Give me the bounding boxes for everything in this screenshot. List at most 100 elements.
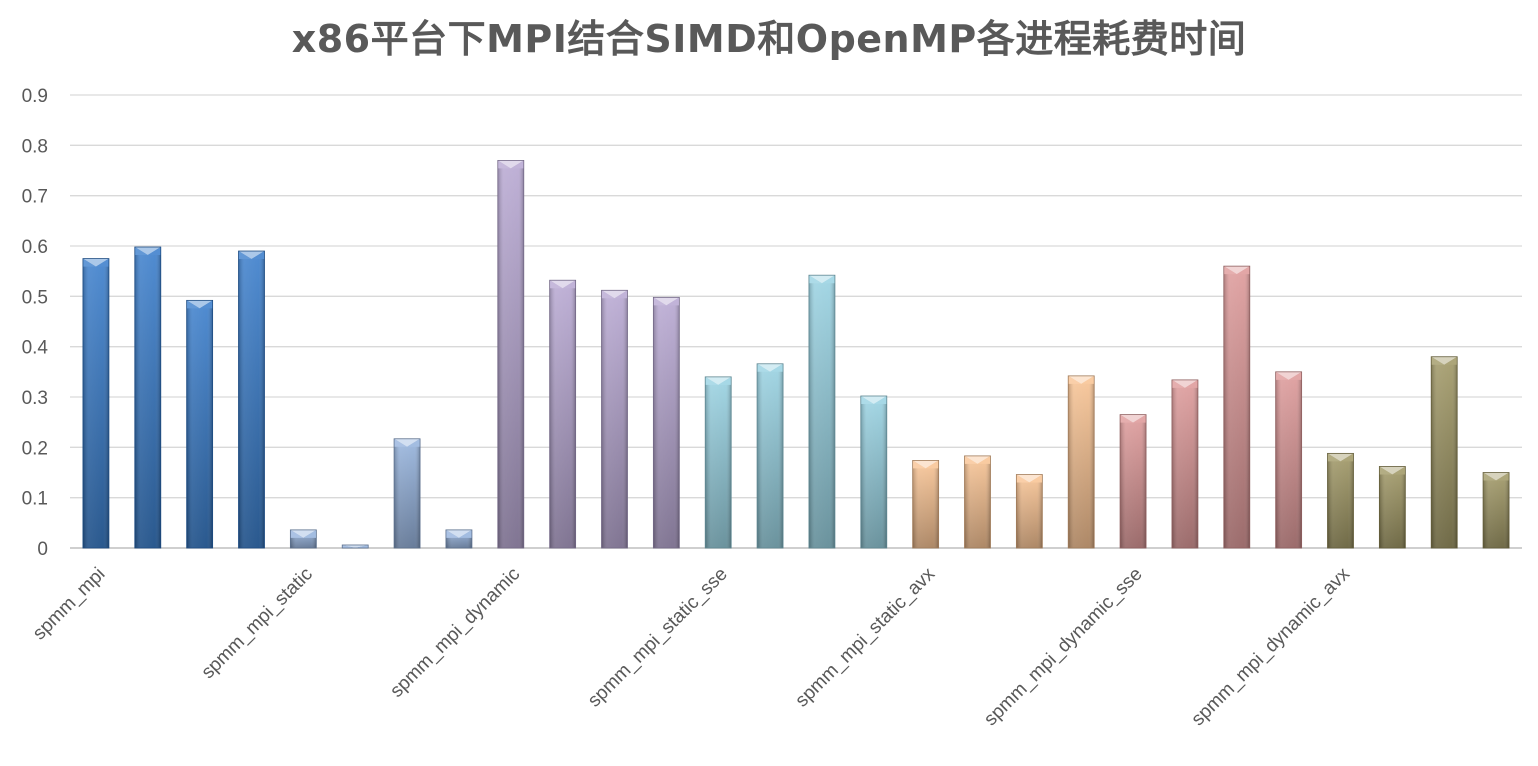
- x-category-label: spmm_mpi_dynamic_sse: [980, 564, 1146, 730]
- y-tick-label: 0.2: [22, 438, 48, 459]
- bar-cap-left: [757, 363, 771, 372]
- bar: [1327, 452, 1354, 549]
- bar-outline: [1223, 265, 1251, 549]
- bar-cap: [964, 455, 991, 464]
- bar-sheen: [1120, 414, 1147, 548]
- bar-sheen: [1483, 472, 1510, 548]
- bar-cap: [757, 363, 784, 372]
- bar-cap-left: [445, 529, 459, 538]
- bar-cap-left: [1016, 474, 1030, 483]
- bar-cap-left: [860, 395, 874, 404]
- bar-sheen: [1431, 356, 1458, 548]
- bar-cap-left: [290, 529, 304, 538]
- bar-sheen: [134, 247, 161, 549]
- bar-cap-right: [355, 544, 369, 548]
- bar-sheen: [238, 251, 265, 549]
- bar-sheen: [497, 160, 524, 548]
- bar-outline: [756, 363, 784, 549]
- chart-title: x86平台下MPI结合SIMD和OpenMP各进程耗费时间: [291, 17, 1247, 61]
- bar: [808, 274, 836, 549]
- bar-cap-right: [303, 529, 317, 538]
- bar-outline: [1171, 379, 1199, 549]
- bar-outline: [497, 160, 525, 549]
- y-tick-label: 0.3: [22, 388, 48, 409]
- bar-cap-left: [808, 275, 822, 284]
- bar: [497, 160, 525, 549]
- bar-outline: [549, 279, 577, 549]
- bar-cap-left: [912, 460, 926, 469]
- bar-cap: [1016, 474, 1043, 483]
- bar-sheen: [653, 297, 680, 548]
- bar-cap: [1379, 466, 1406, 475]
- bar-cap-left: [134, 247, 148, 256]
- bar-sheen: [964, 455, 991, 548]
- bar-cap-right: [1392, 466, 1406, 475]
- bar-cap-left: [964, 455, 978, 464]
- bar-cap: [653, 297, 680, 306]
- bar: [186, 299, 214, 549]
- bar-cap-left: [82, 258, 96, 267]
- bar-cap-left: [705, 376, 719, 385]
- bar-cap-left: [394, 438, 408, 447]
- bar-sheen: [186, 300, 213, 548]
- bar-sheen: [1016, 474, 1043, 548]
- label-layer: spmm_mpi spmm_mpi_static spmm_mpi_dynamic s…: [29, 563, 1354, 730]
- y-tick-label: 0: [37, 539, 48, 560]
- bar-sheen: [601, 290, 628, 548]
- y-tick-label: 0.9: [22, 86, 48, 107]
- bar-cap-right: [407, 438, 421, 447]
- bar: [1430, 356, 1458, 549]
- y-tick-label: 0.6: [22, 237, 48, 258]
- bar-cap-left: [342, 544, 356, 548]
- bar-cap-left: [1379, 466, 1393, 475]
- bar-cap-left: [653, 297, 667, 306]
- x-category-label: spmm_mpi_static: [198, 564, 317, 683]
- bar: [704, 376, 732, 549]
- bar-cap-right: [977, 455, 991, 464]
- bar-cap-right: [718, 376, 732, 385]
- y-tick-label: 0.5: [22, 287, 48, 308]
- bar-sheen: [1379, 466, 1406, 548]
- bar-cap-right: [510, 160, 524, 169]
- bar-cap: [238, 251, 265, 260]
- bar: [1378, 466, 1406, 549]
- bar-sheen: [549, 280, 576, 548]
- bar-sheen: [912, 460, 939, 548]
- bar-cap-right: [1288, 371, 1302, 380]
- bar: [1067, 375, 1095, 549]
- bar-cap: [342, 544, 369, 548]
- bar-cap: [134, 247, 161, 256]
- bar-outline: [808, 274, 836, 549]
- bar-outline: [134, 246, 162, 549]
- bar-sheen: [82, 258, 109, 548]
- bar-outline: [1482, 472, 1510, 549]
- bar-cap: [549, 280, 576, 289]
- bar-sheen: [1171, 379, 1198, 548]
- bar-cap: [1223, 266, 1250, 275]
- bar-cap: [860, 395, 887, 404]
- bar-cap-right: [873, 395, 887, 404]
- bar: [341, 544, 369, 549]
- bar-cap: [1275, 371, 1302, 380]
- bar-cap: [82, 258, 109, 267]
- bar-outline: [964, 455, 991, 549]
- bar-outline: [393, 438, 421, 549]
- bar-outline: [1430, 356, 1458, 549]
- bar: [860, 395, 888, 549]
- bar-cap: [601, 290, 628, 299]
- bar-cap-right: [1340, 453, 1354, 462]
- bar-cap: [1120, 414, 1147, 423]
- bar-cap-right: [95, 258, 109, 267]
- bar-outline: [1067, 375, 1095, 549]
- bar: [912, 460, 940, 549]
- y-tick-label: 0.4: [22, 338, 49, 359]
- bar-cap-right: [1444, 356, 1458, 365]
- bar-cap-left: [186, 300, 200, 309]
- bar: [1275, 371, 1303, 549]
- bar-cap-left: [1223, 266, 1237, 275]
- bar-outline: [601, 289, 628, 549]
- bar-sheen: [1068, 375, 1095, 548]
- bar-cap-left: [1275, 371, 1289, 380]
- x-category-label: spmm_mpi_dynamic: [386, 564, 524, 702]
